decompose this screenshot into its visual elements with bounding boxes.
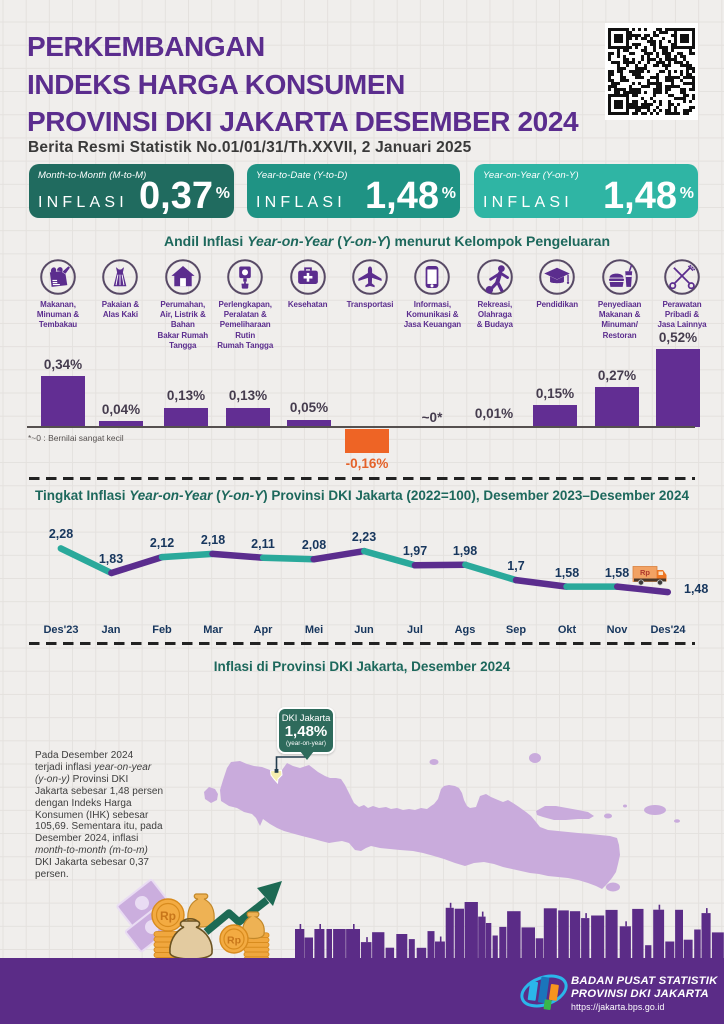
svg-text:Rp: Rp <box>640 568 650 577</box>
svg-text:Rp: Rp <box>160 909 176 923</box>
svg-text:Rp: Rp <box>227 935 241 947</box>
